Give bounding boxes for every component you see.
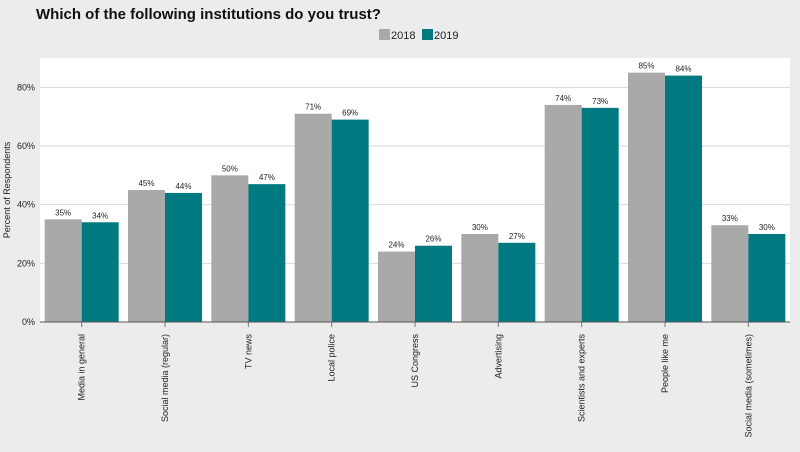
bar-2018 bbox=[628, 72, 665, 323]
y-axis-title: Percent of Respondents bbox=[2, 141, 12, 238]
bar-2018 bbox=[294, 113, 332, 322]
y-tick-label: 60% bbox=[17, 141, 35, 151]
x-category-label: Scientists and experts bbox=[577, 334, 587, 423]
data-label: 30% bbox=[472, 223, 488, 232]
data-label: 47% bbox=[259, 173, 275, 182]
bar-2019 bbox=[415, 245, 452, 322]
data-label: 85% bbox=[638, 62, 654, 71]
x-category-label: Advertising bbox=[493, 334, 503, 379]
data-label: 26% bbox=[425, 235, 441, 244]
legend-swatch-2019 bbox=[422, 29, 433, 40]
chart-title: Which of the following institutions do y… bbox=[36, 6, 381, 23]
x-category-label: US Congress bbox=[410, 334, 420, 388]
y-tick-label: 0% bbox=[22, 317, 35, 327]
bar-2019 bbox=[581, 107, 619, 322]
data-label: 44% bbox=[175, 182, 191, 191]
bar-2019 bbox=[331, 119, 369, 322]
bar-2018 bbox=[128, 190, 165, 322]
data-label: 34% bbox=[92, 211, 108, 220]
legend-swatch-2018 bbox=[379, 29, 390, 40]
x-category-label: Media in general bbox=[77, 334, 87, 401]
data-label: 71% bbox=[305, 103, 321, 112]
bar-2018 bbox=[461, 234, 499, 322]
bar-2018 bbox=[211, 175, 249, 322]
legend-label: 2019 bbox=[434, 30, 458, 42]
data-label: 33% bbox=[722, 214, 738, 223]
bar-2019 bbox=[498, 242, 536, 322]
data-label: 74% bbox=[555, 94, 571, 103]
x-category-label: Social media (sometimes) bbox=[743, 334, 753, 438]
bar-2019 bbox=[248, 184, 286, 322]
data-label: 24% bbox=[388, 241, 404, 250]
data-label: 50% bbox=[222, 164, 238, 173]
x-category-label: Local police bbox=[327, 334, 337, 382]
x-category-label: People like me bbox=[660, 334, 670, 393]
bar-2018 bbox=[544, 104, 582, 322]
data-label: 27% bbox=[509, 232, 525, 241]
data-label: 73% bbox=[592, 97, 608, 106]
bar-2018 bbox=[378, 251, 415, 322]
data-label: 30% bbox=[759, 223, 775, 232]
x-category-label: TV news bbox=[243, 334, 253, 370]
bar-2019 bbox=[665, 75, 702, 322]
bar-2019 bbox=[748, 234, 786, 322]
y-tick-label: 40% bbox=[17, 200, 35, 210]
y-tick-label: 20% bbox=[17, 258, 35, 268]
data-label: 69% bbox=[342, 109, 358, 118]
bar-2018 bbox=[44, 219, 82, 322]
legend-label: 2018 bbox=[391, 30, 415, 42]
bar-2019 bbox=[165, 192, 202, 322]
data-label: 45% bbox=[138, 179, 154, 188]
data-label: 35% bbox=[55, 208, 71, 217]
data-label: 84% bbox=[675, 65, 691, 74]
y-tick-label: 80% bbox=[17, 82, 35, 92]
bar-2018 bbox=[711, 225, 749, 322]
x-category-label: Social media (regular) bbox=[160, 334, 170, 422]
bar-2019 bbox=[81, 222, 119, 322]
